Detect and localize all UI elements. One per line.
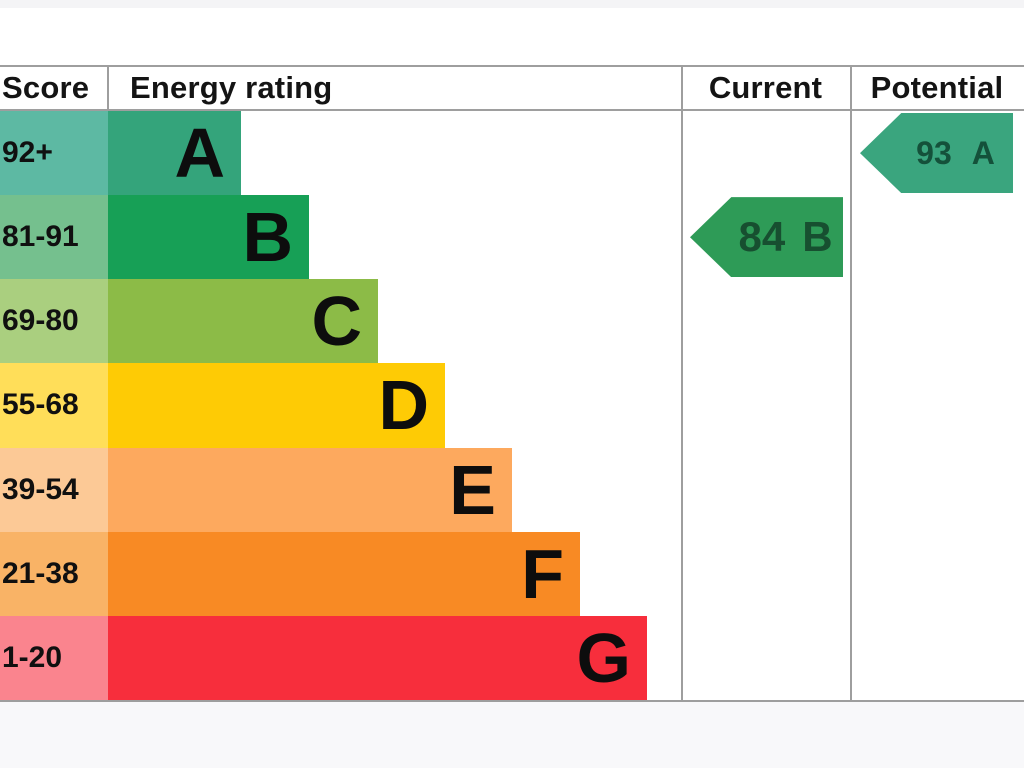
score-range-label: 21-38 — [2, 556, 79, 590]
rating-band-letter: B — [242, 198, 293, 277]
rating-band-bar: E — [108, 447, 512, 532]
rating-band-bar: D — [108, 363, 445, 448]
rating-band-letter: E — [449, 450, 496, 529]
score-range-cell: 39-54 — [0, 447, 108, 532]
current-score-value: 84 — [738, 213, 786, 261]
rating-band-bar: C — [108, 279, 378, 364]
rating-band-bar: A — [108, 111, 241, 196]
rating-row-d: 55-68 D — [0, 363, 1024, 448]
potential-column-divider — [850, 65, 852, 702]
score-column-divider — [107, 65, 109, 111]
rating-row-e: 39-54 E — [0, 447, 1024, 532]
rating-row-g: 1-20 G — [0, 615, 1024, 700]
table-bottom-border — [0, 700, 1024, 702]
potential-column-header: Potential — [870, 70, 1004, 105]
energy-rating-column-header: Energy rating — [130, 70, 333, 105]
rating-rows: 92+ A 93 A 81-91 B 84 B 69-80 C 55-68 D 39-54 E 21-38 F… — [0, 111, 1024, 700]
rating-row-c: 69-80 C — [0, 279, 1024, 364]
score-range-label: 39-54 — [2, 472, 79, 506]
current-rating-arrow: 84 B — [690, 197, 843, 278]
score-range-label: 1-20 — [2, 640, 63, 674]
potential-score-value: 93 — [916, 134, 952, 171]
current-column-divider — [681, 65, 683, 702]
rating-band-bar: F — [108, 531, 580, 616]
header-underline — [0, 109, 1024, 111]
score-range-label: 81-91 — [2, 220, 79, 254]
score-range-label: 55-68 — [2, 388, 79, 422]
score-range-cell: 21-38 — [0, 531, 108, 616]
score-range-cell: 1-20 — [0, 615, 108, 700]
score-range-cell: 92+ — [0, 111, 108, 196]
rating-band-letter: A — [174, 114, 225, 193]
score-range-cell: 69-80 — [0, 279, 108, 364]
top-letterbox-strip — [0, 0, 1024, 8]
rating-band-letter: C — [311, 282, 362, 361]
rating-row-b: 81-91 B 84 B — [0, 195, 1024, 280]
rating-band-bar: B — [108, 195, 309, 280]
potential-rating-arrow: 93 A — [860, 113, 1013, 194]
rating-band-letter: D — [378, 366, 429, 445]
score-range-label: 69-80 — [2, 304, 79, 338]
score-range-cell: 55-68 — [0, 363, 108, 448]
table-top-border — [0, 65, 1024, 67]
score-column-header: Score — [2, 70, 90, 105]
rating-band-letter: G — [576, 618, 631, 697]
score-range-cell: 81-91 — [0, 195, 108, 280]
rating-row-f: 21-38 F — [0, 531, 1024, 616]
bottom-letterbox-strip — [0, 702, 1024, 768]
score-range-label: 92+ — [2, 136, 53, 170]
current-column-header: Current — [708, 70, 823, 105]
current-rating-letter: B — [802, 213, 833, 261]
rating-row-a: 92+ A 93 A — [0, 111, 1024, 196]
potential-rating-letter: A — [971, 134, 995, 171]
rating-band-bar: G — [108, 615, 647, 700]
rating-band-letter: F — [521, 534, 564, 613]
